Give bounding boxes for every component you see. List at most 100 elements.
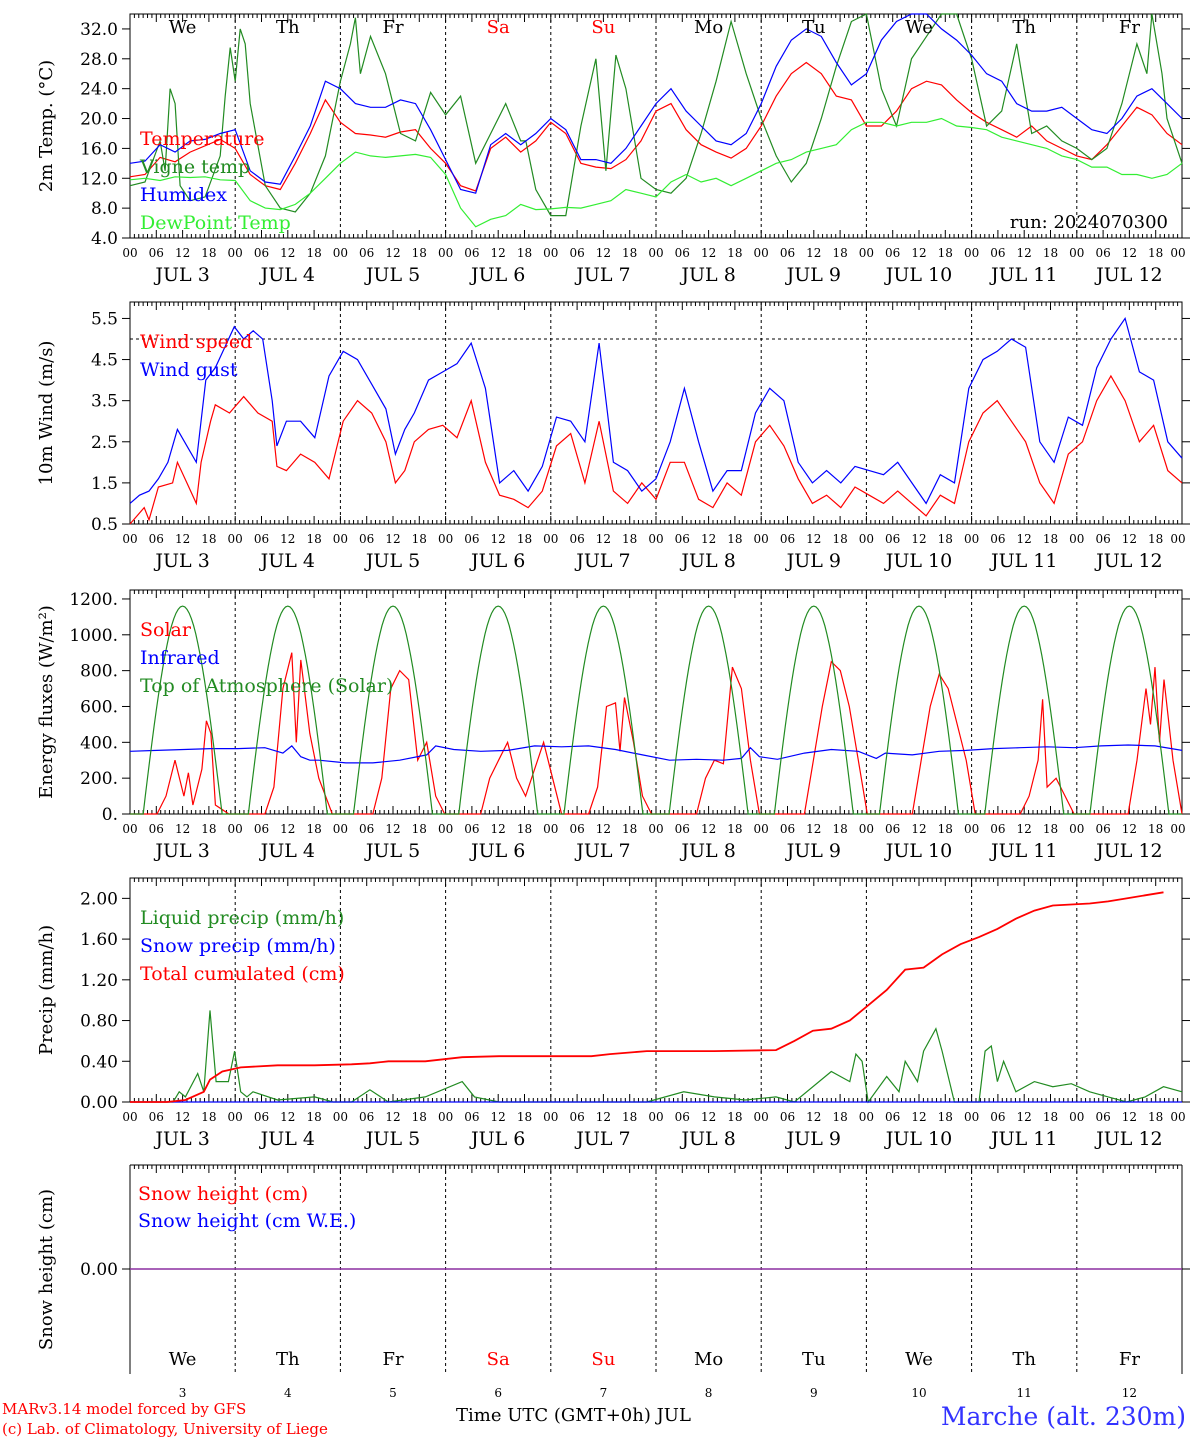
hour-tick-label: 18 — [517, 1110, 532, 1124]
day-number: 7 — [600, 1386, 608, 1400]
day-label: JUL 8 — [679, 840, 735, 862]
day-label: JUL 7 — [574, 264, 630, 286]
hour-tick-label: 06 — [149, 246, 164, 260]
hour-tick-label: 12 — [1122, 246, 1137, 260]
day-label: JUL 6 — [469, 1128, 525, 1150]
legend-liquid: Liquid precip (mm/h) — [140, 907, 344, 929]
hour-tick-label: 12 — [1122, 1110, 1137, 1124]
legend-speed: Wind speed — [140, 331, 252, 353]
y-tick-label: 4.0 — [91, 229, 118, 249]
hour-tick-label: 00 — [754, 246, 769, 260]
legend-dew: DewPoint Temp — [140, 212, 291, 234]
hour-tick-label: 06 — [990, 532, 1005, 546]
hour-tick-label: 06 — [359, 1110, 374, 1124]
hour-tick-label: 06 — [254, 532, 269, 546]
hour-tick-label: 18 — [622, 1110, 637, 1124]
hour-tick-label: 00 — [648, 532, 663, 546]
y-tick-label: 20.0 — [80, 110, 118, 130]
day-number: 10 — [911, 1386, 926, 1400]
weekday-label: We — [169, 17, 197, 38]
weekday-label: Sa — [487, 1349, 510, 1370]
hour-tick-label: 12 — [385, 1110, 400, 1124]
hour-tick-label: 12 — [911, 532, 926, 546]
hour-tick-label: 06 — [1095, 532, 1110, 546]
y-tick-label: 16.0 — [80, 139, 118, 159]
day-number: 4 — [284, 1386, 292, 1400]
series-dew — [129, 117, 1183, 228]
series-solar — [130, 652, 1183, 815]
day-label: JUL 5 — [364, 550, 420, 572]
hour-tick-label: 00 — [1170, 1110, 1185, 1124]
hour-tick-label: 12 — [175, 1110, 190, 1124]
day-label: JUL 3 — [153, 264, 209, 286]
hour-tick-label: 18 — [201, 1110, 216, 1124]
y-tick-label: 12.0 — [80, 169, 118, 189]
day-label: JUL 3 — [153, 840, 209, 862]
day-label: JUL 9 — [785, 550, 841, 572]
weekday-label: We — [905, 17, 933, 38]
hour-tick-label: 12 — [701, 532, 716, 546]
meteogram: 4.0 8.0 12.0 16.0 20.0 24.0 28.0 32.0 2m Temp. (… — [36, 13, 1190, 1400]
hour-tick-label: 12 — [596, 1110, 611, 1124]
y-tick-label: 0.40 — [80, 1052, 118, 1072]
day-label: JUL 10 — [884, 264, 952, 286]
weekday-label: Th — [1012, 17, 1036, 38]
run-annotation: run: 2024070300 — [1010, 212, 1168, 233]
legend-snow: Snow precip (mm/h) — [140, 935, 336, 957]
hour-tick-label: 18 — [1043, 822, 1058, 836]
day-label: JUL 9 — [785, 1128, 841, 1150]
hour-tick-label: 12 — [596, 822, 611, 836]
hour-tick-label: 18 — [1148, 822, 1163, 836]
hour-tick-label: 18 — [1148, 1110, 1163, 1124]
weekday-label: Su — [591, 17, 615, 38]
hour-tick-label: 06 — [464, 532, 479, 546]
hour-tick-label: 18 — [517, 822, 532, 836]
station-name: Marche (alt. 230m) — [940, 1402, 1186, 1431]
hour-tick-label: 00 — [1170, 246, 1185, 260]
day-label: JUL 3 — [153, 550, 209, 572]
hour-tick-label: 00 — [1170, 822, 1185, 836]
hour-tick-label: 06 — [149, 532, 164, 546]
y-tick-label: 1000. — [69, 626, 118, 646]
hour-tick-label: 12 — [1122, 532, 1137, 546]
hour-tick-label: 18 — [201, 532, 216, 546]
y-tick-label: 800. — [80, 662, 118, 682]
hour-tick-label: 00 — [228, 1110, 243, 1124]
hour-tick-label: 00 — [1069, 822, 1084, 836]
day-label: JUL 8 — [679, 550, 735, 572]
hour-tick-label: 06 — [990, 822, 1005, 836]
day-label: JUL 3 — [153, 1128, 209, 1150]
hour-tick-label: 00 — [543, 246, 558, 260]
hour-tick-label: 00 — [964, 822, 979, 836]
hour-tick-label: 06 — [149, 1110, 164, 1124]
hour-tick-label: 00 — [964, 1110, 979, 1124]
hour-tick-label: 00 — [122, 246, 137, 260]
hour-tick-label: 06 — [675, 1110, 690, 1124]
hour-tick-label: 06 — [675, 532, 690, 546]
hour-tick-label: 18 — [306, 1110, 321, 1124]
weekday-label: Su — [591, 1349, 615, 1370]
hour-tick-label: 06 — [885, 532, 900, 546]
hour-tick-label: 00 — [754, 822, 769, 836]
day-label: JUL 11 — [989, 840, 1057, 862]
weekday-label: Th — [276, 17, 300, 38]
y-tick-label: 0. — [102, 805, 118, 825]
hour-tick-label: 06 — [569, 1110, 584, 1124]
hour-tick-label: 06 — [359, 532, 374, 546]
hour-tick-label: 06 — [359, 246, 374, 260]
y-tick-label: 28.0 — [80, 50, 118, 70]
series-humidex — [129, 13, 1183, 194]
hour-tick-label: 18 — [727, 246, 742, 260]
hour-tick-label: 18 — [622, 532, 637, 546]
series-total — [130, 891, 1164, 1103]
legend-gust: Wind gust — [140, 359, 238, 381]
hour-tick-label: 06 — [359, 822, 374, 836]
hour-tick-label: 18 — [1043, 1110, 1058, 1124]
day-label: JUL 12 — [1094, 840, 1162, 862]
hour-tick-label: 12 — [806, 532, 821, 546]
day-label: JUL 4 — [259, 550, 315, 572]
hour-tick-label: 06 — [675, 822, 690, 836]
hour-tick-label: 12 — [1017, 1110, 1032, 1124]
hour-tick-label: 18 — [832, 822, 847, 836]
series-vigne — [129, 13, 1183, 217]
